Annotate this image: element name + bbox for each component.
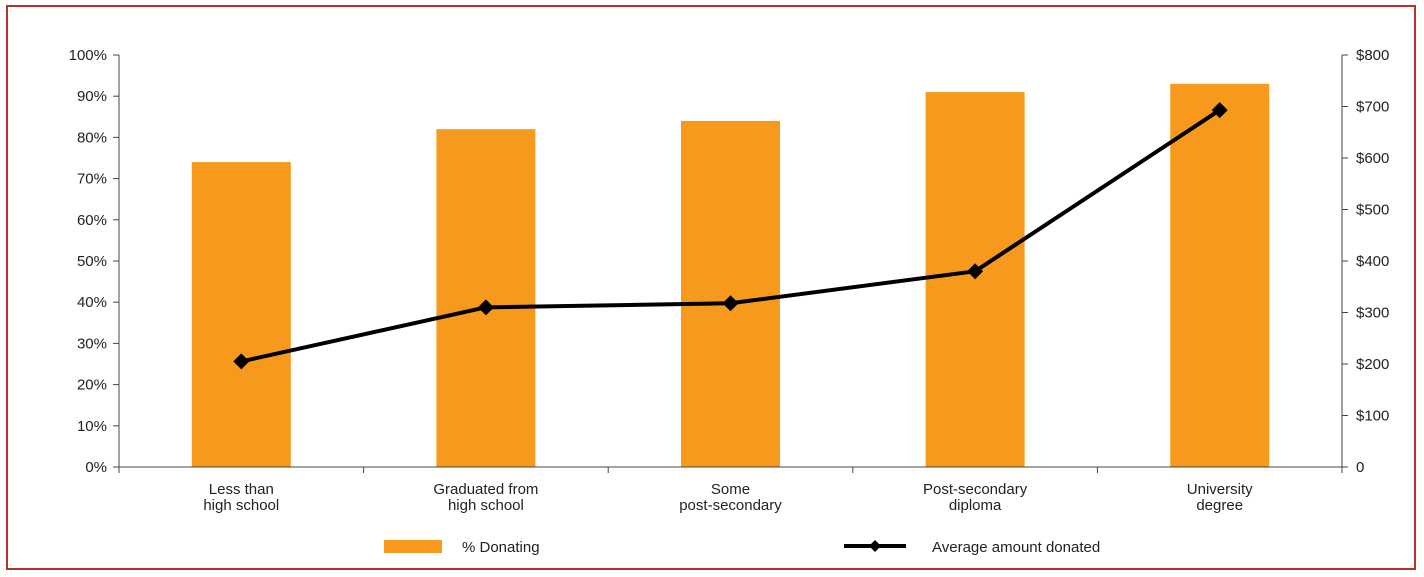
y-left-tick-label-1: 10% (77, 418, 107, 435)
bar-3 (925, 92, 1025, 467)
line-point-3 (967, 263, 984, 280)
x-tick-label-1-0: Graduated from (433, 481, 538, 498)
line-point-2 (722, 295, 739, 312)
y-right-tick-label-3: $300 (1356, 305, 1389, 322)
y-left-tick-label-2: 20% (77, 377, 107, 394)
y-right-tick-label-0: 0 (1356, 459, 1364, 476)
y-right-tick-label-1: $100 (1356, 408, 1389, 425)
x-tick-label-4-1: degree (1196, 497, 1243, 514)
chart-frame: 0% 10% 20% 30% 40% 50% 60% 70% 80% 90% 100% 0 $100 $2… (6, 5, 1416, 570)
x-tick-label-3-0: Post-secondary (923, 481, 1028, 498)
legend-swatch-bar (384, 540, 442, 553)
y-right-tick-label-8: $800 (1356, 47, 1389, 64)
bar-2 (681, 120, 780, 468)
y-left-tick-label-7: 70% (77, 171, 107, 188)
y-right-tick-label-4: $400 (1356, 253, 1389, 270)
y-left-tick-label-5: 50% (77, 253, 107, 270)
bar-0 (191, 162, 291, 467)
chart-svg: 0% 10% 20% 30% 40% 50% 60% 70% 80% 90% 100% 0 $100 $2… (69, 47, 1390, 556)
line-point-4 (1211, 102, 1228, 119)
legend-swatch-marker (869, 540, 881, 552)
y-left-tick-label-4: 40% (77, 294, 107, 311)
y-right-tick-label-2: $200 (1356, 356, 1389, 373)
x-tick-label-3-1: diploma (949, 497, 1002, 514)
bar-4 (1170, 83, 1270, 467)
x-tick-label-4-0: University (1187, 481, 1253, 498)
y-left-tick-label-0: 0% (85, 459, 107, 476)
x-tick-label-0-0: Less than (209, 481, 274, 498)
line-point-1 (477, 299, 494, 316)
x-tick-label-1-1: high school (448, 497, 524, 514)
y-right-tick-label-7: $700 (1356, 99, 1389, 116)
y-left-tick-label-10: 100% (69, 47, 107, 64)
x-tick-label-2-0: Some (711, 481, 750, 498)
y-left-tick-label-9: 90% (77, 88, 107, 105)
line-point-0 (233, 353, 250, 370)
x-tick-label-0-1: high school (203, 497, 279, 514)
y-left-tick-label-3: 30% (77, 335, 107, 352)
y-right-tick-label-5: $500 (1356, 202, 1389, 219)
y-right-tick-label-6: $600 (1356, 150, 1389, 167)
legend-label-line: Average amount donated (932, 539, 1100, 556)
x-tick-label-2-1: post-secondary (679, 497, 782, 514)
y-left-tick-label-6: 60% (77, 212, 107, 229)
y-left-tick-label-8: 80% (77, 129, 107, 146)
bar-1 (436, 129, 536, 467)
legend-label-bar: % Donating (462, 539, 540, 556)
